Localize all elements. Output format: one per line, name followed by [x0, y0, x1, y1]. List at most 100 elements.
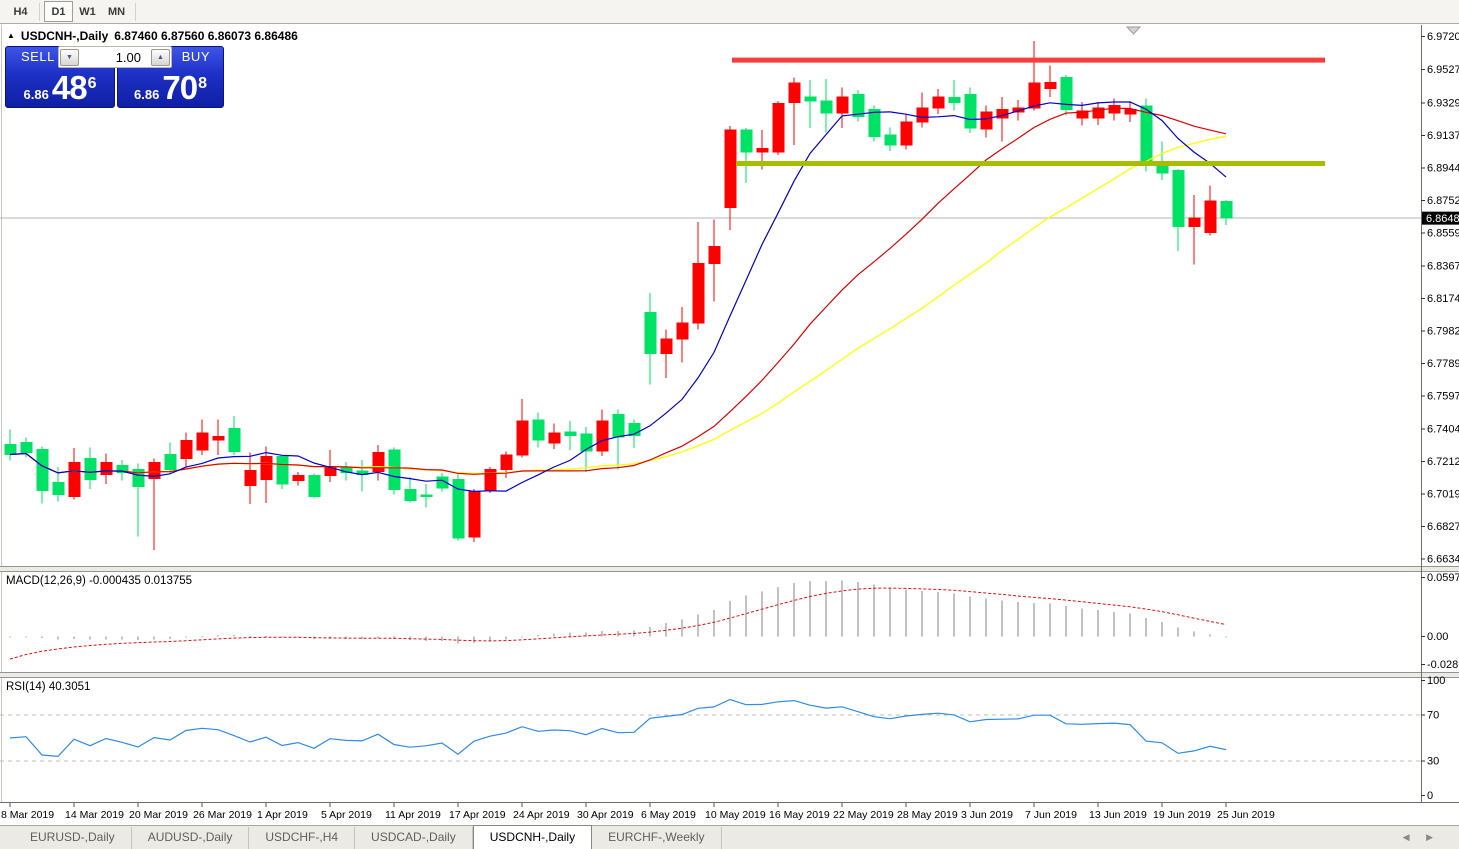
macd-bar — [665, 623, 667, 637]
splitter-rsi[interactable] — [0, 672, 1459, 678]
candle — [692, 222, 705, 330]
quote-line: ▲ USDCNH-,Daily 6.87460 6.87560 6.86073 … — [7, 29, 298, 43]
timeframe-W1[interactable]: W1 — [79, 5, 96, 18]
macd-bar — [1113, 611, 1115, 637]
time-tick-label: 1 Apr 2019 — [257, 809, 308, 821]
candle-body — [452, 479, 465, 539]
candle — [1172, 168, 1185, 251]
macd-bar — [1065, 606, 1067, 637]
macd-bar — [25, 636, 27, 638]
sell-button[interactable]: SELL — [21, 49, 55, 64]
macd-bar — [553, 633, 555, 637]
rsi-tick-label: 100 — [1427, 675, 1445, 687]
volume-increase-button[interactable]: ▲ — [151, 48, 170, 66]
candle-body — [772, 103, 785, 153]
tab-scroll-right-icon[interactable]: ▶ — [1426, 832, 1433, 842]
candle — [180, 432, 193, 467]
candle — [772, 101, 785, 156]
candle-body — [372, 452, 385, 473]
macd-bar — [441, 636, 443, 641]
timeframe-MN[interactable]: MN — [107, 5, 126, 18]
candle-body — [1028, 82, 1041, 109]
time-tick-label: 26 Mar 2019 — [193, 809, 252, 821]
time-tick-label: 30 Apr 2019 — [577, 809, 634, 821]
candle — [740, 128, 753, 184]
tab-eurusd-daily[interactable]: EURUSD-,Daily — [14, 827, 132, 849]
buy-price-prefix: 6.86 — [134, 87, 160, 102]
candle — [804, 79, 817, 129]
price-axis-scale[interactable] — [1421, 25, 1459, 802]
candle-body — [404, 489, 417, 502]
candle-body — [564, 431, 577, 437]
candle — [260, 446, 273, 504]
time-axis-scale[interactable] — [0, 803, 1421, 825]
candle-body — [388, 449, 401, 491]
macd-bar — [857, 582, 859, 637]
price-tick-label: 6.91370 — [1427, 130, 1459, 142]
candle — [1220, 199, 1233, 226]
candle — [100, 453, 113, 484]
candle-body — [548, 432, 561, 444]
candle-body — [820, 100, 833, 114]
candle-body — [724, 129, 737, 209]
rsi-line — [9, 698, 1227, 758]
price-tick-label: 6.68270 — [1427, 521, 1459, 533]
candle-body — [1204, 200, 1217, 233]
candle — [532, 412, 545, 448]
time-tick-label: 25 Jun 2019 — [1217, 809, 1275, 821]
quote-symbol: USDCNH-,Daily — [20, 29, 109, 43]
macd-bar — [105, 636, 107, 640]
candle-body — [500, 454, 513, 470]
tab-scroll-buttons: ◀ ▶ — [1389, 832, 1433, 843]
candle-body — [244, 470, 257, 486]
macd-bar — [809, 581, 811, 637]
candle — [404, 477, 417, 503]
sell-price[interactable]: 6.86 48 6 — [6, 71, 114, 104]
tab-usdcnh-daily[interactable]: USDCNH-,Daily — [472, 825, 593, 849]
candle-body — [1188, 217, 1201, 227]
macd-bar — [457, 636, 459, 644]
macd-bar — [713, 609, 715, 637]
tab-audusd-daily[interactable]: AUDUSD-,Daily — [132, 827, 250, 849]
collapse-icon[interactable]: ▲ — [7, 30, 15, 40]
volume-input[interactable] — [79, 48, 151, 66]
candle — [164, 442, 177, 475]
tab-eurchf-weekly[interactable]: EURCHF-,Weekly — [592, 827, 722, 849]
macd-bar — [41, 636, 43, 639]
buy-button[interactable]: BUY — [181, 49, 210, 64]
time-tick-label: 16 May 2019 — [769, 809, 830, 821]
timeframe-D1[interactable]: D1 — [44, 1, 73, 22]
tab-usdchf-h4[interactable]: USDCHF-,H4 — [249, 827, 356, 849]
candle-body — [708, 246, 721, 265]
quote-ohlc: 6.87460 6.87560 6.86073 6.86486 — [114, 29, 298, 43]
candle-body — [148, 462, 161, 480]
macd-bar — [921, 590, 923, 637]
chart-canvas[interactable]: 6.97200 6.95275 6.93295 6.91370 6.89445 6.875… — [0, 25, 1459, 825]
macd-bar — [681, 619, 683, 637]
candle-body — [532, 419, 545, 441]
candle — [788, 77, 801, 146]
price-tick-label: 6.79820 — [1427, 326, 1459, 338]
candle — [484, 466, 497, 494]
timeframe-H4[interactable]: H4 — [13, 5, 28, 18]
candle — [276, 455, 289, 489]
time-tick-label: 5 Apr 2019 — [321, 809, 372, 821]
chart-window[interactable]: 6.97200 6.95275 6.93295 6.91370 6.89445 6.875… — [0, 25, 1459, 825]
macd-bar — [185, 636, 187, 638]
time-tick-label: 17 Apr 2019 — [449, 809, 506, 821]
candle-body — [1220, 201, 1233, 219]
tab-usdcad-daily[interactable]: USDCAD-,Daily — [355, 827, 473, 849]
candle-body — [644, 312, 657, 354]
time-tick-label: 20 Mar 2019 — [129, 809, 188, 821]
candle-body — [612, 413, 625, 438]
candle-body — [420, 494, 433, 497]
macd-bar — [1225, 636, 1227, 638]
tab-scroll-left-icon[interactable]: ◀ — [1402, 832, 1410, 842]
candle — [212, 419, 225, 455]
shift-marker-icon[interactable] — [1125, 26, 1142, 35]
buy-price[interactable]: 6.86 70 8 — [118, 71, 223, 104]
splitter-macd[interactable] — [0, 566, 1459, 572]
volume-decrease-button[interactable]: ▼ — [60, 48, 79, 66]
macd-bar — [297, 636, 299, 638]
candle-body — [580, 433, 593, 452]
